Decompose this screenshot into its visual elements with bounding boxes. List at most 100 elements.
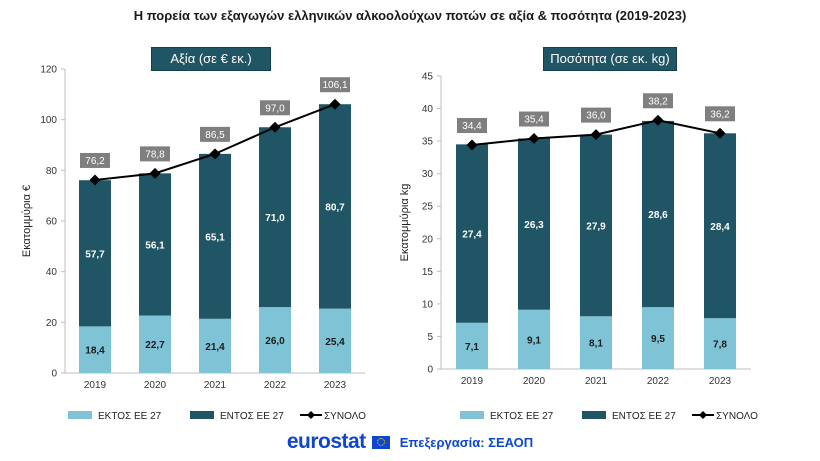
label-outside-eu-2022: 26,0 bbox=[265, 336, 285, 347]
quantity-chart: 0 5 10 15 20 25 30 35 40 45 Εκατομμύρια kg 7,1 27,4 2… bbox=[399, 72, 758, 423]
legend-outside-eu-swatch bbox=[460, 411, 484, 419]
processing-credit: Επεξεργασία: ΣΕΑΟΠ bbox=[399, 434, 534, 450]
x-tick-label: 2023 bbox=[324, 380, 347, 391]
total-label-2019: 76,2 bbox=[85, 156, 105, 167]
y-tick-label: 15 bbox=[422, 267, 434, 278]
eu-flag-icon bbox=[371, 435, 390, 449]
value-chart-title: Αξία (σε € εκ.) bbox=[151, 47, 271, 71]
label-inside-eu-2021: 27,9 bbox=[586, 221, 606, 232]
bar-outside-eu-2021 bbox=[580, 316, 612, 369]
label-inside-eu-2022: 28,6 bbox=[648, 210, 668, 221]
total-marker-2022 bbox=[269, 121, 281, 133]
bar-outside-eu-2019 bbox=[79, 326, 111, 373]
bar-outside-eu-2020 bbox=[139, 315, 171, 373]
total-marker-2020 bbox=[528, 133, 540, 145]
legend-inside-eu-label: ΕΝΤΟΣ ΕΕ 27 bbox=[220, 411, 284, 422]
total-marker-2022 bbox=[652, 114, 664, 126]
total-label-2019: 34,4 bbox=[462, 121, 482, 132]
footer: eurostat Επεξεργασία: ΣΕΑΟΠ bbox=[0, 428, 820, 456]
y-tick-label: 25 bbox=[422, 202, 434, 213]
x-tick-label: 2021 bbox=[204, 380, 227, 391]
total-label-2022: 38,2 bbox=[648, 96, 668, 107]
total-label-bg-2020 bbox=[519, 111, 549, 127]
legend-inside-eu-swatch bbox=[190, 411, 214, 419]
label-outside-eu-2023: 25,4 bbox=[325, 337, 345, 348]
x-tick-label: 2022 bbox=[264, 380, 287, 391]
bar-inside-eu-2022 bbox=[259, 127, 291, 308]
total-label-2021: 86,5 bbox=[205, 130, 225, 141]
x-tick-label: 2023 bbox=[709, 376, 732, 387]
label-outside-eu-2023: 7,8 bbox=[713, 340, 727, 351]
legend-total-label: ΣΥΝΟΛΟ bbox=[716, 411, 758, 422]
value-chart: 0 20 40 60 80 100 120 Εκατομμύρια € 18,4 57,7 2019… bbox=[21, 65, 366, 423]
bar-inside-eu-2019 bbox=[79, 180, 111, 327]
bar-inside-eu-2023 bbox=[704, 133, 736, 319]
legend-total-label: ΣΥΝΟΛΟ bbox=[324, 411, 366, 422]
bar-outside-eu-2019 bbox=[456, 322, 488, 369]
y-tick-label: 5 bbox=[427, 332, 433, 343]
bar-outside-eu-2022 bbox=[259, 307, 291, 373]
label-inside-eu-2019: 27,4 bbox=[462, 230, 482, 241]
y-tick-label: 100 bbox=[40, 115, 57, 126]
total-label-2023: 106,1 bbox=[322, 80, 347, 91]
bar-inside-eu-2022 bbox=[642, 120, 674, 308]
total-label-bg-2019 bbox=[457, 118, 487, 134]
bar-inside-eu-2021 bbox=[199, 153, 231, 319]
y-tick-label: 60 bbox=[46, 217, 58, 228]
total-label-bg-2020 bbox=[140, 146, 170, 162]
label-outside-eu-2021: 8,1 bbox=[589, 339, 603, 350]
bar-outside-eu-2022 bbox=[642, 307, 674, 369]
total-marker-2021 bbox=[209, 148, 221, 160]
label-outside-eu-2020: 22,7 bbox=[145, 340, 165, 351]
y-tick-label: 45 bbox=[422, 72, 434, 83]
y-tick-label: 80 bbox=[46, 166, 58, 177]
total-label-2022: 97,0 bbox=[265, 103, 285, 114]
quantity-chart-title: Ποσότητα (σε εκ. kg) bbox=[543, 47, 677, 71]
legend-total-marker bbox=[307, 411, 315, 419]
label-inside-eu-2023: 80,7 bbox=[325, 202, 345, 213]
y-axis-label: Εκατομμύρια € bbox=[21, 185, 33, 257]
y-tick-label: 30 bbox=[422, 169, 434, 180]
y-tick-label: 35 bbox=[422, 137, 434, 148]
legend-inside-eu-label: ΕΝΤΟΣ ΕΕ 27 bbox=[612, 411, 676, 422]
x-tick-label: 2019 bbox=[461, 376, 484, 387]
legend-inside-eu-swatch bbox=[582, 411, 606, 419]
bar-outside-eu-2023 bbox=[319, 308, 351, 373]
label-outside-eu-2021: 21,4 bbox=[205, 342, 225, 353]
total-marker-2019 bbox=[466, 139, 478, 151]
x-tick-label: 2021 bbox=[585, 376, 608, 387]
total-marker-2019 bbox=[89, 174, 101, 186]
total-label-bg-2023 bbox=[320, 77, 350, 93]
bar-inside-eu-2020 bbox=[518, 138, 550, 310]
label-inside-eu-2021: 65,1 bbox=[205, 232, 225, 243]
label-outside-eu-2022: 9,5 bbox=[651, 334, 665, 345]
x-tick-label: 2020 bbox=[523, 376, 546, 387]
bar-inside-eu-2023 bbox=[319, 104, 351, 309]
total-marker-2020 bbox=[149, 167, 161, 179]
total-marker-2023 bbox=[714, 127, 726, 139]
y-tick-label: 0 bbox=[51, 369, 57, 380]
total-label-bg-2023 bbox=[705, 106, 735, 122]
bar-inside-eu-2019 bbox=[456, 144, 488, 323]
total-label-bg-2022 bbox=[643, 93, 673, 109]
eurostat-logo: eurostat bbox=[286, 430, 366, 453]
legend-outside-eu-label: ΕΚΤΟΣ ΕΕ 27 bbox=[98, 411, 162, 422]
y-tick-label: 10 bbox=[422, 299, 434, 310]
bar-inside-eu-2020 bbox=[139, 173, 171, 316]
x-tick-label: 2020 bbox=[144, 380, 167, 391]
label-inside-eu-2020: 26,3 bbox=[524, 220, 544, 231]
y-tick-label: 40 bbox=[422, 104, 434, 115]
bar-outside-eu-2023 bbox=[704, 318, 736, 369]
total-label-2020: 35,4 bbox=[524, 115, 544, 126]
y-tick-label: 40 bbox=[46, 267, 58, 278]
total-marker-2021 bbox=[590, 129, 602, 141]
legend-total-marker bbox=[699, 411, 707, 419]
label-outside-eu-2020: 9,1 bbox=[527, 335, 541, 346]
legend-outside-eu-swatch bbox=[68, 411, 92, 419]
x-tick-label: 2019 bbox=[84, 380, 107, 391]
bar-outside-eu-2020 bbox=[518, 309, 550, 369]
total-label-2023: 36,2 bbox=[710, 109, 730, 120]
bar-outside-eu-2021 bbox=[199, 318, 231, 373]
bar-inside-eu-2021 bbox=[580, 134, 612, 317]
y-tick-label: 120 bbox=[40, 65, 57, 76]
